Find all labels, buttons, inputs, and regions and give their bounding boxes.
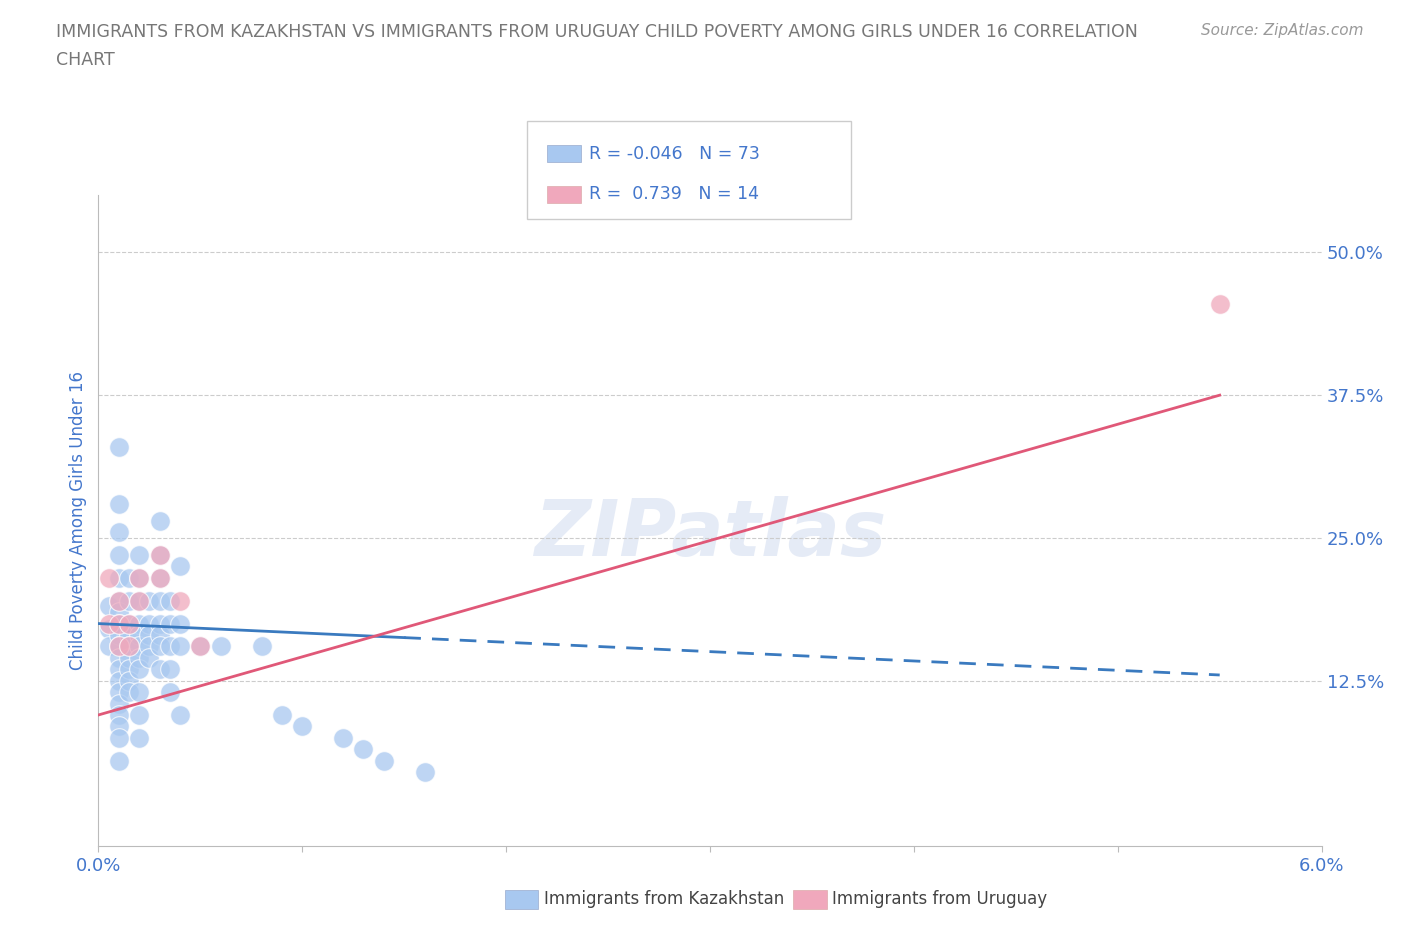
Point (149, 570, 172, 585)
Point (128, 650, 150, 665)
Text: Immigrants from Kazakhstan: Immigrants from Kazakhstan (544, 890, 785, 909)
Point (97, 599, 120, 614)
Point (352, 742, 374, 757)
Point (108, 753, 131, 768)
Point (108, 639, 131, 654)
Point (118, 662, 141, 677)
Point (108, 684, 131, 699)
Point (128, 708, 150, 723)
Point (159, 662, 181, 677)
Point (108, 696, 131, 711)
Text: IMMIGRANTS FROM KAZAKHSTAN VS IMMIGRANTS FROM URUGUAY CHILD POVERTY AMONG GIRLS : IMMIGRANTS FROM KAZAKHSTAN VS IMMIGRANTS… (56, 23, 1137, 41)
Point (108, 497, 131, 512)
Point (108, 439, 131, 454)
Point (188, 639, 212, 654)
Point (169, 617, 191, 631)
Point (149, 570, 172, 585)
Point (118, 628, 141, 643)
Text: CHART: CHART (56, 51, 115, 69)
Text: ZIPatlas: ZIPatlas (534, 496, 886, 572)
Point (169, 593, 191, 608)
Point (149, 513, 172, 528)
Point (108, 639, 131, 654)
Point (159, 639, 181, 654)
Point (128, 548, 150, 563)
Point (97, 617, 120, 631)
Point (97, 570, 120, 585)
Point (128, 617, 150, 631)
Point (291, 719, 314, 734)
Point (108, 730, 131, 745)
Text: Source: ZipAtlas.com: Source: ZipAtlas.com (1201, 23, 1364, 38)
Point (108, 593, 131, 608)
Point (128, 639, 150, 654)
Point (159, 593, 181, 608)
Point (149, 548, 172, 563)
Y-axis label: Child Poverty Among Girls Under 16: Child Poverty Among Girls Under 16 (69, 371, 87, 671)
Point (209, 639, 232, 654)
Point (108, 708, 131, 723)
Point (138, 593, 160, 608)
Point (108, 650, 131, 665)
Point (138, 639, 160, 654)
Point (97, 622, 120, 637)
Point (149, 662, 172, 677)
Point (118, 593, 141, 608)
Point (108, 673, 131, 688)
Point (128, 593, 150, 608)
Point (108, 570, 131, 585)
Point (413, 764, 436, 779)
Point (169, 708, 191, 723)
Point (138, 617, 160, 631)
Point (332, 730, 354, 745)
Point (169, 639, 191, 654)
Point (108, 593, 131, 608)
Point (108, 662, 131, 677)
Point (270, 708, 292, 723)
Point (108, 548, 131, 563)
Point (128, 593, 150, 608)
Point (128, 570, 150, 585)
Point (118, 570, 141, 585)
Point (169, 559, 191, 574)
Point (128, 628, 150, 643)
Point (108, 617, 131, 631)
Point (118, 650, 141, 665)
Point (128, 730, 150, 745)
Point (118, 673, 141, 688)
Point (149, 628, 172, 643)
Point (108, 617, 131, 631)
Point (118, 684, 141, 699)
Point (108, 719, 131, 734)
Text: R =  0.739   N = 14: R = 0.739 N = 14 (589, 185, 759, 204)
Point (149, 593, 172, 608)
Point (1208, 297, 1232, 312)
Point (250, 639, 273, 654)
Point (128, 684, 150, 699)
Point (118, 617, 141, 631)
Point (138, 650, 160, 665)
Point (108, 628, 131, 643)
Point (118, 639, 141, 654)
Point (128, 662, 150, 677)
Point (188, 639, 212, 654)
Point (373, 753, 395, 768)
Point (97, 639, 120, 654)
Point (159, 684, 181, 699)
Text: R = -0.046   N = 73: R = -0.046 N = 73 (589, 145, 761, 163)
Point (128, 570, 150, 585)
Point (149, 617, 172, 631)
Point (159, 617, 181, 631)
Point (138, 628, 160, 643)
Text: Immigrants from Uruguay: Immigrants from Uruguay (832, 890, 1047, 909)
Point (108, 525, 131, 539)
Point (118, 639, 141, 654)
Point (149, 548, 172, 563)
Point (149, 639, 172, 654)
Point (108, 604, 131, 619)
Point (118, 617, 141, 631)
